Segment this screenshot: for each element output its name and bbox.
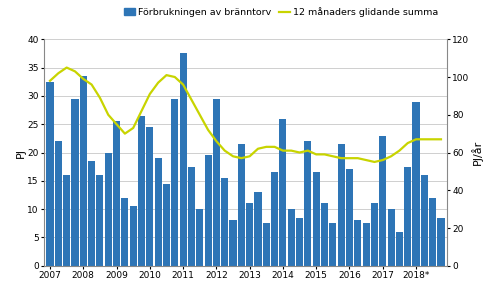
Bar: [271, 172, 278, 266]
Bar: [304, 141, 311, 266]
Bar: [321, 204, 328, 266]
Y-axis label: PJ/år: PJ/år: [471, 140, 483, 165]
Bar: [163, 184, 170, 266]
Bar: [71, 99, 79, 266]
Bar: [155, 158, 162, 266]
Bar: [221, 178, 228, 266]
Bar: [379, 136, 386, 266]
Bar: [329, 223, 336, 266]
Bar: [88, 161, 95, 266]
Bar: [55, 141, 62, 266]
Bar: [387, 209, 395, 266]
Bar: [254, 192, 262, 266]
Bar: [355, 220, 361, 266]
Bar: [213, 99, 220, 266]
Bar: [437, 218, 444, 266]
Bar: [404, 167, 411, 266]
Bar: [138, 116, 145, 266]
Y-axis label: PJ: PJ: [16, 147, 26, 158]
Bar: [246, 204, 253, 266]
Bar: [421, 175, 428, 266]
Bar: [279, 118, 286, 266]
Bar: [113, 121, 120, 266]
Legend: Förbrukningen av bränntorv, 12 månaders glidande summa: Förbrukningen av bränntorv, 12 månaders …: [120, 3, 442, 21]
Bar: [105, 153, 112, 266]
Bar: [47, 82, 54, 266]
Bar: [63, 175, 70, 266]
Bar: [130, 206, 136, 266]
Bar: [80, 76, 87, 266]
Bar: [121, 198, 129, 266]
Bar: [371, 204, 378, 266]
Bar: [396, 232, 403, 266]
Bar: [346, 169, 353, 266]
Bar: [180, 53, 187, 266]
Bar: [205, 155, 212, 266]
Bar: [429, 198, 436, 266]
Bar: [362, 223, 370, 266]
Bar: [296, 218, 303, 266]
Bar: [238, 144, 245, 266]
Bar: [146, 127, 153, 266]
Bar: [188, 167, 195, 266]
Bar: [412, 101, 420, 266]
Bar: [338, 144, 345, 266]
Bar: [196, 209, 203, 266]
Bar: [96, 175, 104, 266]
Bar: [171, 99, 178, 266]
Bar: [288, 209, 295, 266]
Bar: [263, 223, 270, 266]
Bar: [229, 220, 237, 266]
Bar: [313, 172, 320, 266]
